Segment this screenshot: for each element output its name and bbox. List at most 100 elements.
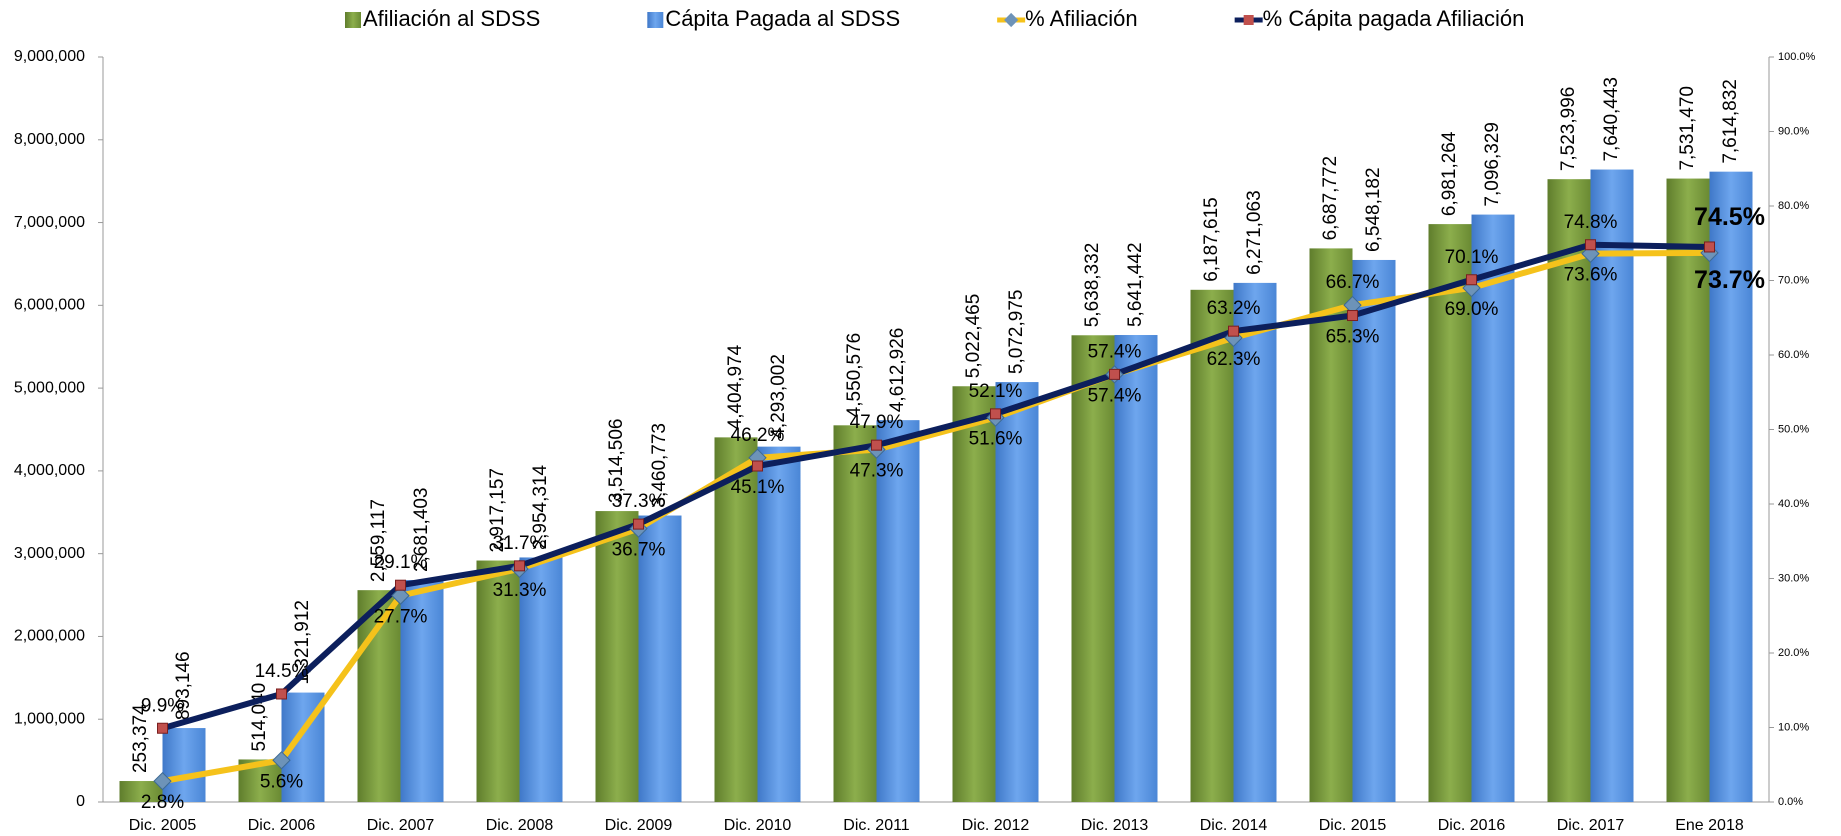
- y-tick-label: 7,000,000: [14, 214, 85, 231]
- marker: [1228, 325, 1239, 337]
- point-label: 31.3%: [493, 580, 547, 601]
- y2-tick-label: 60.0%: [1778, 349, 1809, 361]
- point-label: 29.1%: [374, 552, 428, 573]
- point-label: 46.2%: [731, 425, 785, 446]
- point-label: 9.9%: [141, 695, 184, 716]
- bar: [1590, 169, 1634, 802]
- bar-label: 5,072,975: [1006, 290, 1027, 375]
- y-tick-label: 0: [76, 793, 85, 810]
- marker: [990, 408, 1001, 420]
- bar: [1071, 335, 1115, 802]
- bar-label: 5,022,465: [963, 294, 984, 379]
- bar-label: 1,321,912: [292, 600, 313, 685]
- bar-label: 7,096,329: [1482, 122, 1503, 207]
- x-tick-label: Dic. 2007: [367, 817, 435, 834]
- bar: [1309, 248, 1353, 802]
- y-tick-label: 2,000,000: [14, 628, 85, 645]
- bar-label: 3,514,506: [606, 419, 627, 504]
- bar-label: 4,612,926: [887, 328, 908, 413]
- marker: [1704, 241, 1715, 253]
- bar: [476, 560, 520, 802]
- bar: [714, 437, 758, 802]
- point-label: 2.8%: [141, 792, 184, 813]
- legend-marker: [1243, 15, 1254, 25]
- bar: [400, 580, 444, 802]
- point-label: 65.3%: [1326, 327, 1380, 348]
- x-tick-label: Dic. 2015: [1319, 817, 1387, 834]
- bar-label: 2,954,314: [530, 464, 551, 549]
- point-label: 73.7%: [1694, 266, 1765, 294]
- x-tick-label: Dic. 2017: [1557, 817, 1625, 834]
- marker: [1585, 239, 1596, 251]
- point-label: 47.9%: [850, 412, 904, 433]
- legend-label: % Afiliación: [1025, 6, 1138, 31]
- bar: [952, 386, 996, 802]
- point-label: 66.7%: [1326, 272, 1380, 293]
- point-label: 57.4%: [1088, 341, 1142, 362]
- bar: [1114, 335, 1158, 802]
- y2-tick-label: 10.0%: [1778, 721, 1809, 733]
- point-label: 57.4%: [1088, 385, 1142, 406]
- bar: [638, 515, 682, 802]
- bar-label: 7,523,996: [1558, 87, 1579, 172]
- bar: [1428, 224, 1472, 803]
- point-label: 27.7%: [374, 607, 428, 628]
- bar: [995, 382, 1039, 802]
- y2-tick-label: 40.0%: [1778, 498, 1809, 510]
- marker: [157, 722, 168, 734]
- x-tick-label: Dic. 2009: [605, 817, 673, 834]
- point-label: 51.6%: [969, 429, 1023, 450]
- x-tick-label: Ene 2018: [1675, 817, 1744, 834]
- bar: [519, 557, 563, 802]
- marker: [272, 751, 291, 770]
- bar-label: 253,374: [130, 704, 151, 773]
- marker: [871, 439, 882, 451]
- bar-label: 5,638,332: [1082, 243, 1103, 328]
- point-label: 70.1%: [1445, 247, 1499, 268]
- marker: [1347, 310, 1358, 322]
- y-tick-label: 6,000,000: [14, 297, 85, 314]
- line: [161, 249, 1710, 785]
- point-label: 47.3%: [850, 461, 904, 482]
- y-tick-label: 1,000,000: [14, 710, 85, 727]
- bar-label: 7,640,443: [1601, 77, 1622, 162]
- legend-label: Cápita Pagada al SDSS: [665, 6, 900, 31]
- legend-marker: [1004, 12, 1019, 28]
- y2-tick-label: 30.0%: [1778, 572, 1809, 584]
- bar-label: 2,559,117: [368, 499, 389, 582]
- legend-label: Afiliación al SDSS: [363, 6, 540, 31]
- y-tick-label: 8,000,000: [14, 131, 85, 148]
- point-label: 14.5%: [255, 661, 309, 682]
- point-label: 52.1%: [969, 381, 1023, 402]
- y-tick-label: 3,000,000: [14, 545, 85, 562]
- legend-swatch: [345, 12, 361, 28]
- point-label: 36.7%: [612, 540, 666, 561]
- line: [161, 241, 1710, 732]
- bar-label: 6,271,063: [1244, 190, 1265, 275]
- bar-label: 4,404,974: [725, 344, 746, 429]
- bar-label: 6,187,615: [1201, 197, 1222, 282]
- y-tick-label: 4,000,000: [14, 462, 85, 479]
- bar: [1471, 214, 1515, 802]
- bar-label: 6,981,264: [1439, 131, 1460, 216]
- bar-label: 2,917,157: [487, 468, 508, 553]
- bar: [757, 446, 801, 802]
- x-tick-label: Dic. 2006: [248, 817, 316, 834]
- legend-label: % Cápita pagada Afiliación: [1263, 6, 1525, 31]
- bar: [1709, 171, 1753, 802]
- point-label: 74.8%: [1564, 212, 1618, 233]
- bar: [876, 420, 920, 802]
- x-tick-label: Dic. 2011: [843, 817, 910, 834]
- y2-tick-label: 50.0%: [1778, 423, 1809, 435]
- y-tick-label: 9,000,000: [14, 48, 85, 65]
- y2-tick-label: 90.0%: [1778, 125, 1809, 137]
- marker: [1343, 295, 1362, 315]
- bar: [162, 728, 206, 802]
- marker: [395, 579, 406, 591]
- x-tick-label: Dic. 2005: [129, 817, 197, 834]
- bar: [1666, 178, 1710, 802]
- x-tick-label: Dic. 2016: [1438, 817, 1506, 834]
- marker: [1466, 274, 1477, 286]
- bar: [1233, 282, 1277, 802]
- point-label: 63.2%: [1207, 298, 1261, 319]
